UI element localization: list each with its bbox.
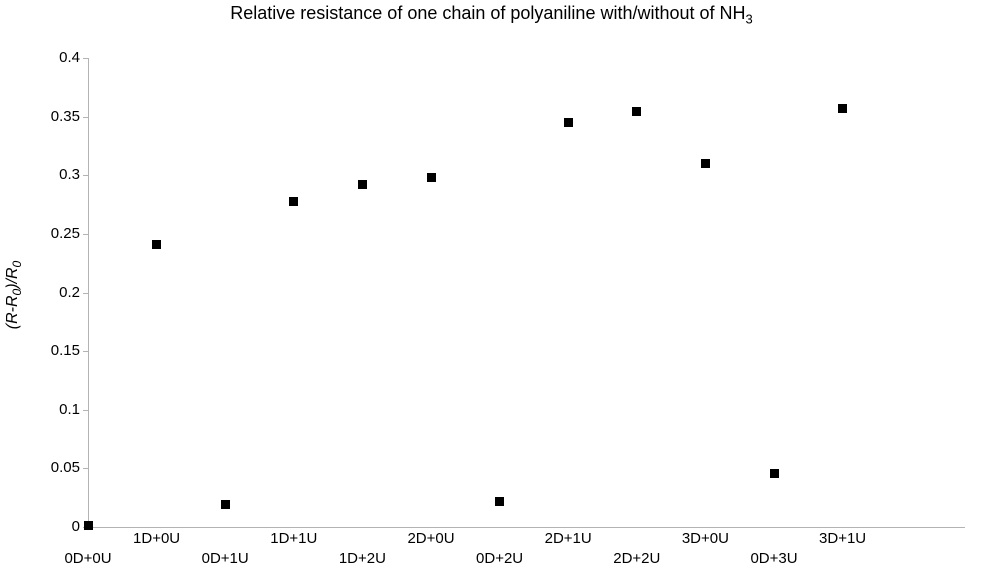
chart-title-subscript: 3 [745,11,753,27]
data-point [838,103,848,113]
x-tick-label: 2D+1U [544,530,592,547]
x-tick-label: 1D+0U [133,530,181,547]
x-tick-label: 2D+0U [407,530,455,547]
data-point [495,496,505,506]
y-axis-tick [83,351,88,353]
y-axis-line [88,58,89,527]
y-tick-label: 0.3 [59,166,80,184]
y-axis-tick [83,292,88,294]
data-point [563,117,573,127]
x-tick-label: 0D+3U [750,550,798,567]
x-tick-label: 0D+2U [476,550,524,567]
y-axis-tick [83,58,88,59]
y-tick-label: 0.35 [50,107,80,125]
y-axis-tick [83,409,88,411]
x-tick-label: 0D+1U [201,550,249,567]
data-point [289,196,299,206]
y-axis-tick [83,468,88,470]
data-point [700,159,710,169]
x-tick-label: 2D+2U [613,550,661,567]
data-point [769,468,779,478]
data-point [220,500,230,510]
y-tick-label: 0 [71,518,80,535]
x-tick-label: 0D+0U [64,550,112,567]
y-tick-label: 0.25 [50,224,80,242]
data-point [357,180,367,190]
y-tick-label: 0.2 [59,283,80,301]
y-tick-label: 0.4 [59,49,80,66]
x-tick-label: 1D+2U [338,550,386,567]
y-axis-tick [83,116,88,118]
data-point [152,239,162,249]
y-tick-label: 0.1 [59,400,80,418]
chart-title: Relative resistance of one chain of poly… [0,3,983,27]
x-axis-line [88,527,965,528]
y-tick-label: 0.05 [50,459,80,477]
x-tick-label: 1D+1U [270,530,318,547]
y-axis-tick [83,233,88,235]
y-tick-label: 0.15 [50,342,80,360]
chart-title-text: Relative resistance of one chain of poly… [230,3,746,23]
data-point [426,173,436,183]
y-axis-tick [83,175,88,177]
data-point [83,521,93,531]
x-tick-label: 3D+1U [819,530,867,547]
x-tick-label: 3D+0U [681,530,729,547]
data-point [632,107,642,117]
